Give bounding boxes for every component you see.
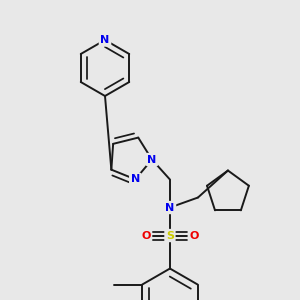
Text: O: O (141, 230, 151, 241)
Text: N: N (100, 35, 109, 45)
Text: S: S (166, 230, 174, 241)
Text: N: N (147, 154, 157, 164)
Text: N: N (131, 174, 140, 184)
Text: N: N (165, 202, 175, 212)
Text: O: O (189, 230, 199, 241)
